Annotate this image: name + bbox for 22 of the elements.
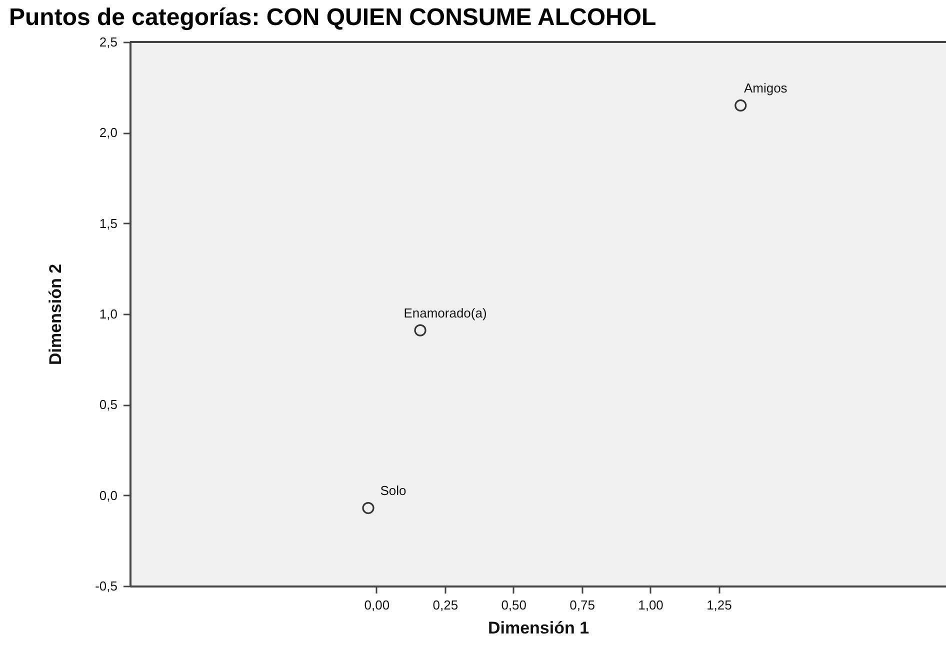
series-label: Amigos [744,80,788,96]
point [734,99,747,112]
x-tick-label: 1,00 [638,598,664,612]
x-tick-label: 0,25 [432,598,458,612]
y-axis-title: Dimensión 2 [46,264,66,366]
point [362,502,374,514]
x-tick-label: 0,50 [501,598,527,612]
x-tick-label: 0,00 [364,598,390,612]
y-tick-label: 2,5 [99,34,118,50]
y-tick-label: -0,5 [95,578,118,594]
y-tick-label: 0,0 [99,488,118,503]
y-tick-label: 2,0 [99,125,118,140]
x-axis-title: Dimensión 1 [488,618,590,638]
x-tick-label: 1,25 [706,598,732,612]
series-label: Solo [380,483,406,498]
x-tick-label: 0,75 [570,598,595,612]
series-label: Enamorado(a) [404,305,487,320]
point [414,324,426,336]
y-tick-label: 1,0 [99,306,118,322]
y-tick-label: 1,5 [99,216,118,231]
y-tick-label: 0,5 [99,397,118,412]
chart-title: Puntos de categorías: CON QUIEN CONSUME ALCOHOL [9,4,656,31]
